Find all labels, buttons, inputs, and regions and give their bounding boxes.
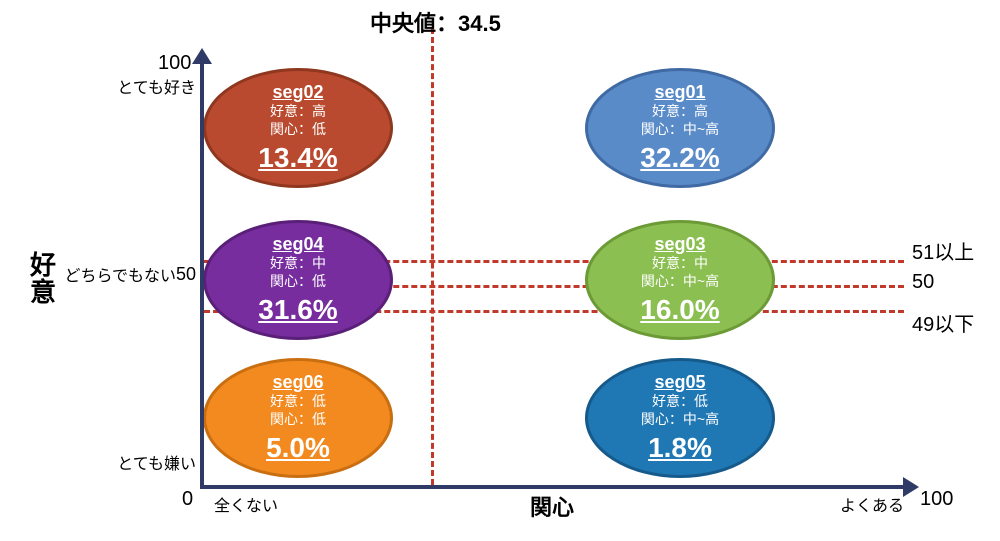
segment-id: seg01 — [654, 81, 705, 104]
threshold-label-mid: 50 — [912, 271, 934, 294]
median-line — [431, 28, 434, 485]
threshold-label-lower: 49以下 — [912, 308, 974, 337]
segment-seg03: seg03好意：中関心：中~高16.0% — [585, 220, 775, 340]
y-max-value: 100 — [158, 52, 191, 75]
y-tick-mid-value: 50 — [176, 264, 196, 285]
y-axis-title: 好 意 — [30, 252, 56, 307]
x-axis-title: 関心 — [530, 490, 574, 522]
segment-line1: 好意：高 — [652, 103, 708, 121]
segment-seg05: seg05好意：低関心：中~高1.8% — [585, 358, 775, 478]
median-label: 中央値：34.5 — [370, 6, 501, 38]
segment-seg04: seg04好意：中関心：低31.6% — [203, 220, 393, 340]
y-tick-top: とても好き — [117, 74, 196, 98]
segment-line2: 関心：低 — [270, 411, 326, 429]
segment-pct: 32.2% — [640, 140, 719, 175]
y-axis — [200, 60, 204, 485]
segment-id: seg02 — [272, 81, 323, 104]
x-max-label: よくある — [840, 492, 904, 516]
segment-id: seg05 — [654, 371, 705, 394]
segment-pct: 5.0% — [266, 430, 330, 465]
x-max-value: 100 — [920, 488, 953, 511]
segment-id: seg03 — [654, 233, 705, 256]
segment-line1: 好意：高 — [270, 103, 326, 121]
x-min-label: 全くない — [214, 492, 278, 516]
segment-seg06: seg06好意：低関心：低5.0% — [203, 358, 393, 478]
segment-pct: 1.8% — [648, 430, 712, 465]
x-axis-arrow — [903, 477, 919, 497]
y-axis-title-char2: 意 — [30, 279, 56, 306]
segment-seg02: seg02好意：高関心：低13.4% — [203, 68, 393, 188]
segment-pct: 31.6% — [258, 292, 337, 327]
segment-line1: 好意：低 — [270, 393, 326, 411]
segment-line2: 関心：中~高 — [641, 411, 719, 429]
y-tick-mid: どちらでもない — [64, 262, 176, 286]
threshold-label-upper: 51以上 — [912, 236, 974, 265]
segment-line2: 関心：中~高 — [641, 121, 719, 139]
segment-pct: 13.4% — [258, 140, 337, 175]
segment-pct: 16.0% — [640, 292, 719, 327]
origin-zero: 0 — [182, 488, 193, 511]
segment-line1: 好意：中 — [270, 255, 326, 273]
quadrant-chart: { "chart": { "type": "quadrant-scatter",… — [0, 0, 1000, 541]
y-axis-arrow — [192, 48, 212, 64]
segment-line1: 好意：低 — [652, 393, 708, 411]
segment-id: seg06 — [272, 371, 323, 394]
segment-line2: 関心：低 — [270, 121, 326, 139]
x-axis — [200, 485, 905, 489]
segment-seg01: seg01好意：高関心：中~高32.2% — [585, 68, 775, 188]
y-axis-title-char1: 好 — [30, 252, 56, 279]
segment-line2: 関心：低 — [270, 273, 326, 291]
y-tick-bot: とても嫌い — [117, 450, 196, 474]
segment-line2: 関心：中~高 — [641, 273, 719, 291]
segment-id: seg04 — [272, 233, 323, 256]
segment-line1: 好意：中 — [652, 255, 708, 273]
